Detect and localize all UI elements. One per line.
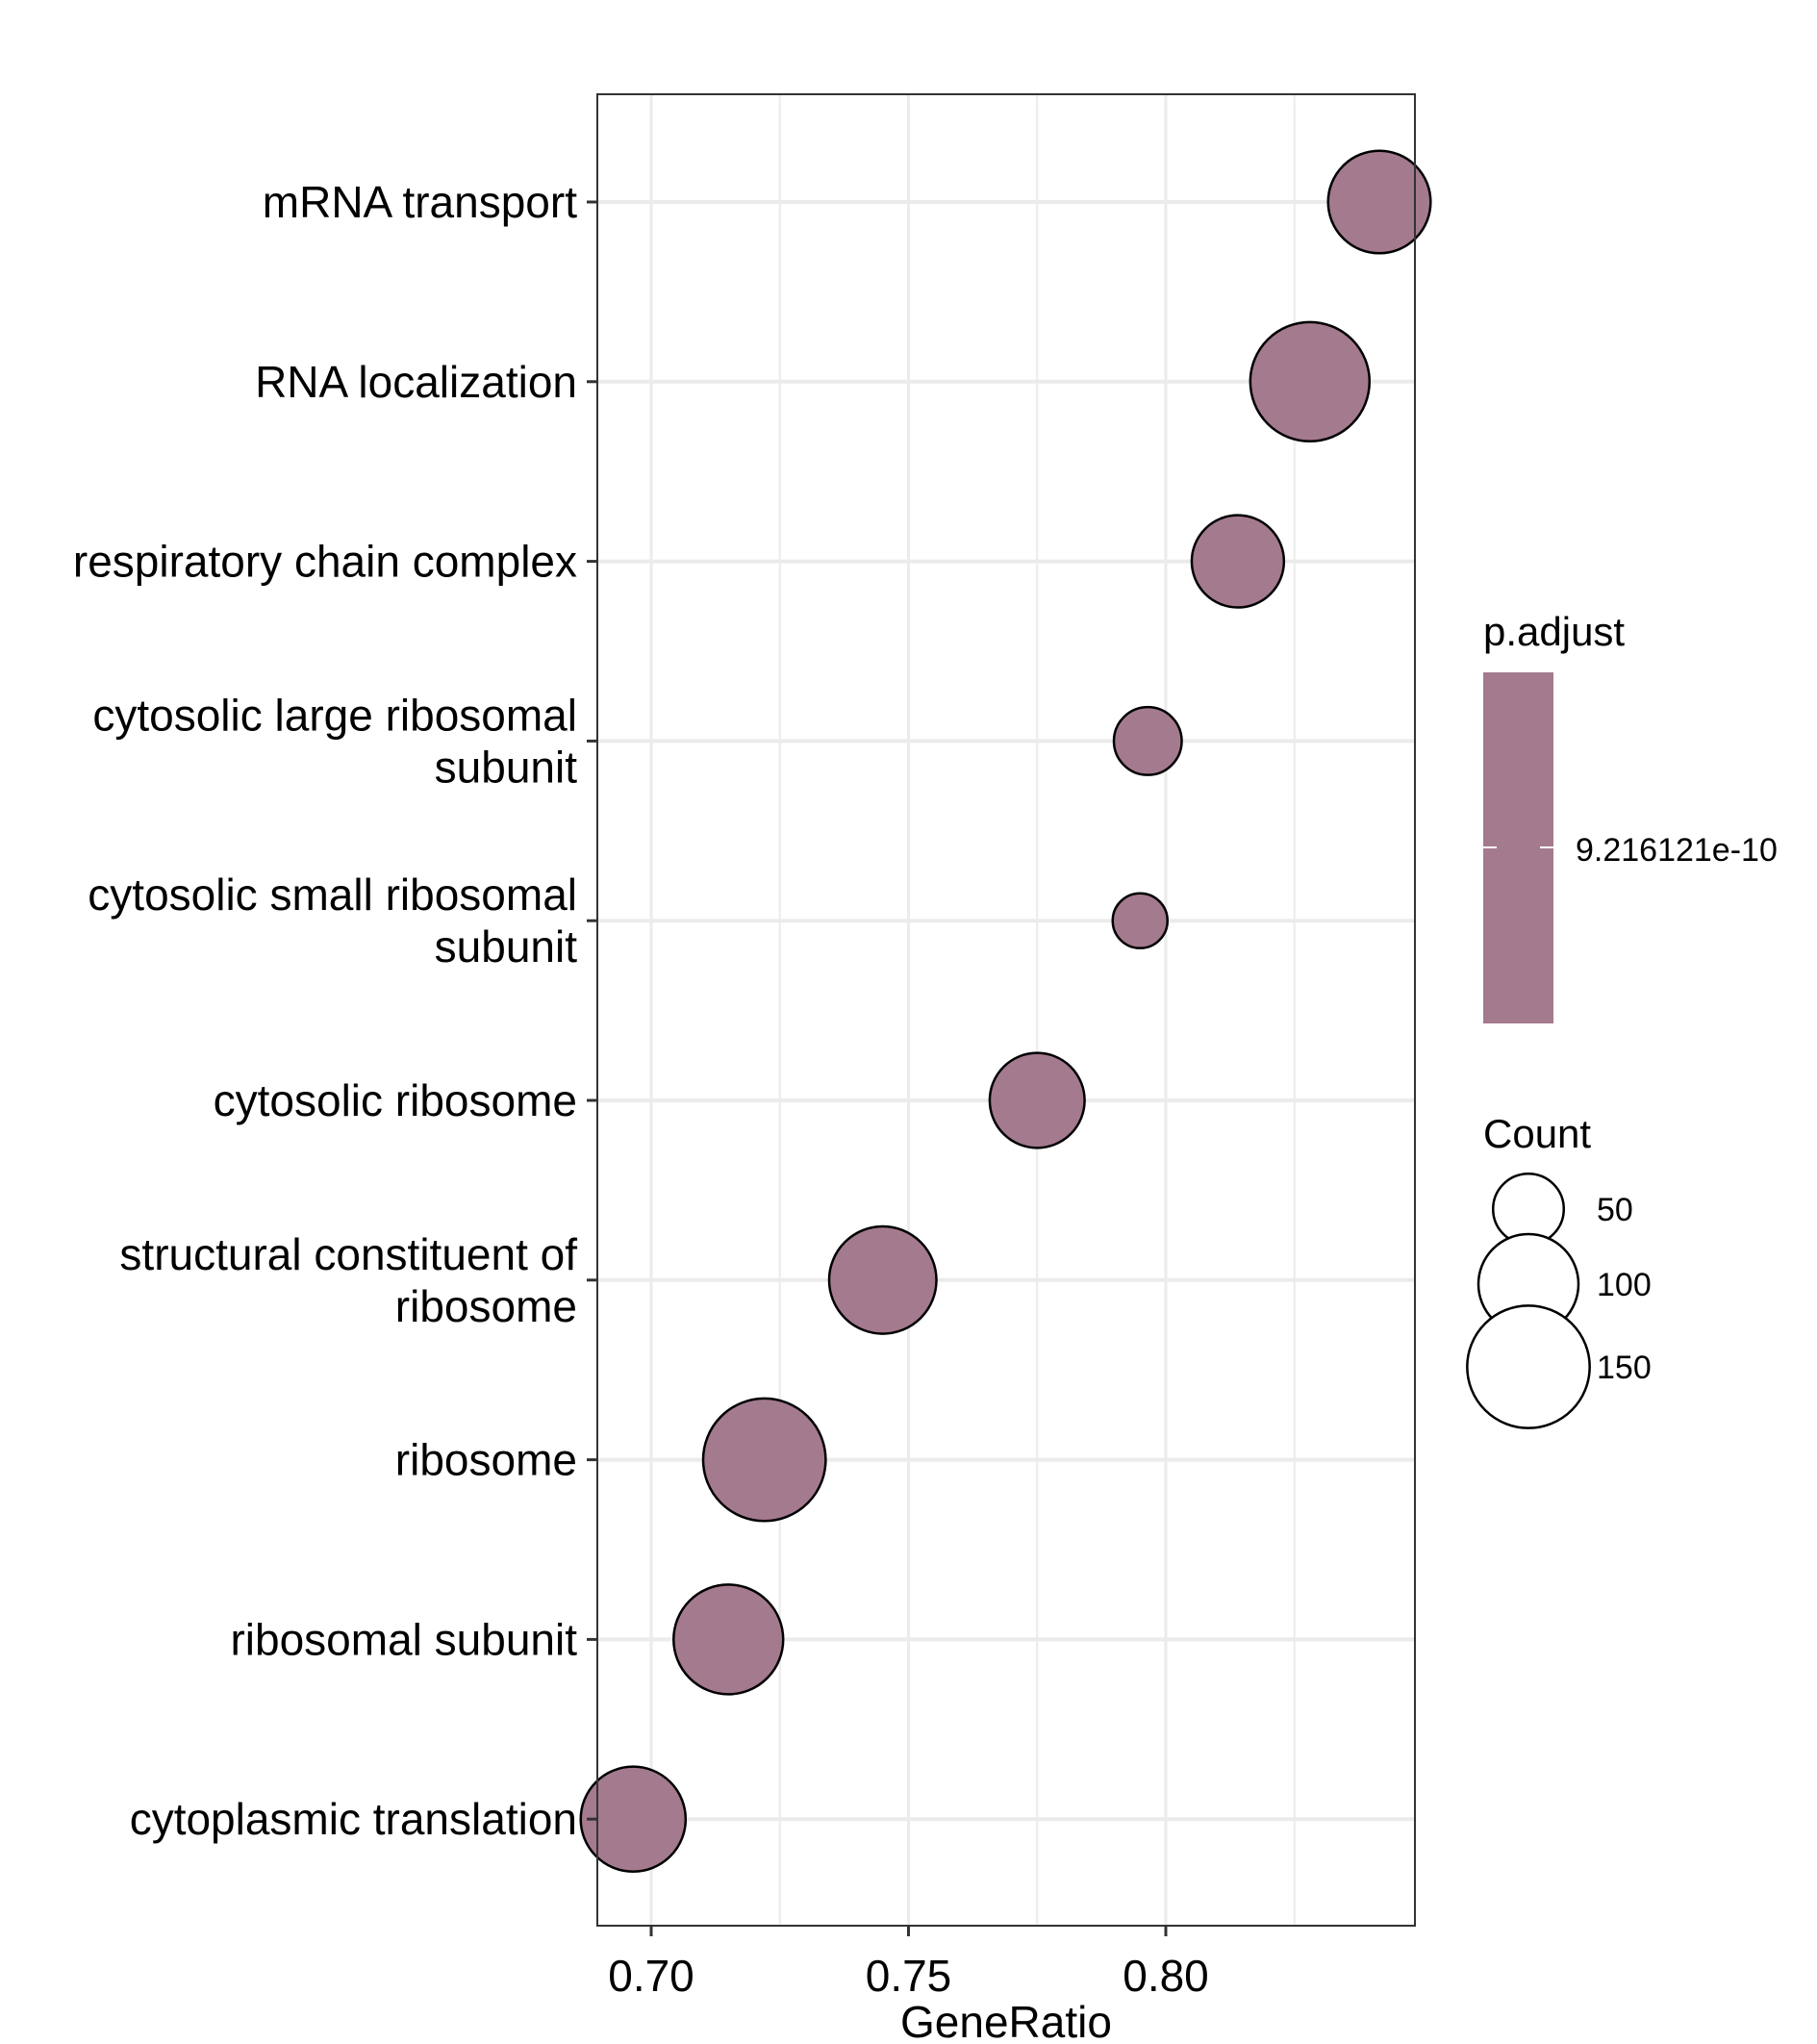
data-point (1190, 514, 1286, 609)
legend: p.adjust 9.216121e-10 Count 50 100 150 (1466, 609, 1778, 1429)
color-legend: p.adjust 9.216121e-10 (1483, 609, 1778, 1023)
y-tick-label: RNA localization (255, 357, 577, 407)
y-tick-label: cytosolic small ribosomal (88, 870, 577, 920)
x-tick-label: 0.75 (866, 1951, 952, 2001)
x-axis-title: GeneRatio (900, 1997, 1112, 2044)
y-tick-label: mRNA transport (263, 177, 577, 227)
size-legend-label: 150 (1597, 1350, 1652, 1386)
data-points (579, 149, 1432, 1873)
data-point (672, 1583, 785, 1696)
x-tick-label: 0.80 (1123, 1951, 1209, 2001)
panel-border (596, 93, 1416, 1927)
y-tick-label: structural constituent of (119, 1229, 577, 1279)
size-legend-title: Count (1483, 1111, 1591, 1156)
x-axis: 0.70 0.75 0.80 (608, 1926, 1209, 2001)
size-legend-label: 50 (1597, 1192, 1633, 1228)
y-tick-label: subunit (435, 921, 578, 972)
data-point (701, 1397, 827, 1523)
y-tick-label: ribosome (395, 1281, 577, 1331)
color-legend-label: 9.216121e-10 (1576, 832, 1778, 869)
data-point (1111, 892, 1169, 949)
y-tick-label: cytosolic ribosome (214, 1075, 577, 1125)
y-tick-label: ribosomal subunit (230, 1614, 577, 1664)
size-legend: Count 50 100 150 (1466, 1111, 1652, 1429)
y-tick-label: respiratory chain complex (73, 537, 577, 587)
data-point (827, 1224, 938, 1335)
x-tick-label: 0.70 (608, 1951, 694, 2001)
color-legend-title: p.adjust (1483, 609, 1625, 654)
y-axis: mRNA transport RNA localization respirator… (73, 177, 597, 1844)
size-legend-label: 100 (1597, 1267, 1652, 1303)
data-point (579, 1765, 688, 1873)
size-legend-key (1466, 1304, 1591, 1429)
y-tick-label: ribosome (395, 1435, 577, 1485)
data-point (1249, 320, 1372, 443)
y-tick-label: cytosolic large ribosomal (92, 690, 577, 740)
data-point (988, 1051, 1086, 1149)
size-legend-items: 50 100 150 (1466, 1172, 1652, 1429)
data-point (1112, 705, 1183, 776)
data-point (1326, 149, 1432, 255)
y-tick-label: cytoplasmic translation (130, 1794, 577, 1844)
y-tick-label: subunit (435, 742, 578, 792)
plot-panel (579, 93, 1432, 1927)
